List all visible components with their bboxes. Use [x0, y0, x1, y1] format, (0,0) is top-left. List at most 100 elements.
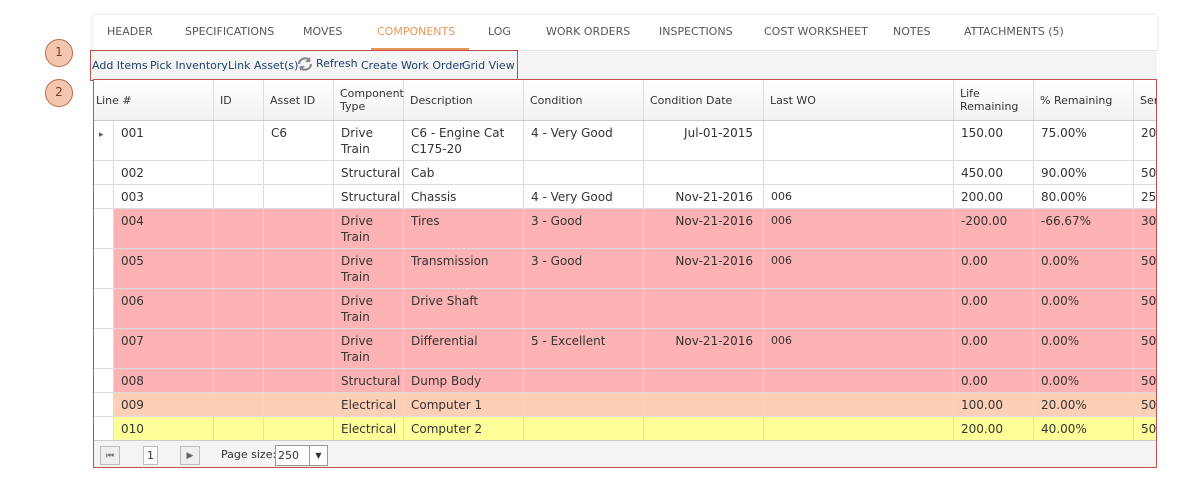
toolbar-button[interactable]: Grid View — [462, 59, 515, 72]
tab[interactable]: MOVES — [303, 25, 343, 38]
cell: 0.00% — [1034, 289, 1134, 328]
cell: Structural — [334, 369, 404, 392]
column-header[interactable]: Asset ID — [264, 80, 334, 120]
cell — [214, 417, 264, 440]
tab[interactable]: HEADER — [107, 25, 153, 38]
row: 004 Drive Train Tires 3 - Good Nov-21-2016 00… — [94, 209, 1156, 249]
cell — [264, 369, 334, 392]
cell: 150.00 — [954, 121, 1034, 160]
cell: Drive Train — [334, 249, 404, 288]
cell — [524, 417, 644, 440]
next-page-button[interactable]: ▶ — [180, 446, 200, 465]
cell — [214, 289, 264, 328]
cell: Chassis — [404, 185, 524, 208]
cell: 500.00 — [1134, 417, 1156, 440]
cell: Drive Train — [334, 209, 404, 248]
row: 005 Drive Train Transmission 3 - Good Nov-21… — [94, 249, 1156, 289]
toolbar-button[interactable]: Create Work Order — [361, 59, 464, 72]
cell — [214, 369, 264, 392]
cell: 006 — [764, 185, 954, 208]
toolbar — [90, 51, 1157, 79]
cell: 006 — [764, 329, 954, 368]
tab[interactable]: SPECIFICATIONS — [185, 25, 275, 38]
cell — [644, 289, 764, 328]
column-header[interactable]: % Remaining — [1034, 80, 1134, 120]
column-header[interactable]: ID — [214, 80, 264, 120]
cell — [264, 329, 334, 368]
page-size-value: 250 — [278, 449, 299, 462]
row-indicator — [94, 209, 114, 248]
page-size-select[interactable]: 250 ▼ — [275, 445, 328, 466]
cell — [214, 329, 264, 368]
tab[interactable]: ATTACHMENTS (5) — [964, 25, 1064, 38]
cell: 009 — [114, 393, 214, 416]
cell: Tires — [404, 209, 524, 248]
column-header[interactable]: Component Type — [334, 80, 404, 120]
tab[interactable]: COMPONENTS — [377, 25, 456, 38]
cell — [524, 369, 644, 392]
tab[interactable]: COST WORKSHEET — [764, 25, 868, 38]
cell: 005 — [114, 249, 214, 288]
tab[interactable]: INSPECTIONS — [659, 25, 733, 38]
cell: 200.00 — [954, 417, 1034, 440]
first-page-button[interactable]: ⏮ — [100, 446, 120, 465]
cell — [214, 393, 264, 416]
cell: Dump Body — [404, 369, 524, 392]
cell — [644, 369, 764, 392]
cell: Jul-01-2015 — [644, 121, 764, 160]
column-header[interactable]: Description — [404, 80, 524, 120]
tab[interactable]: NOTES — [893, 25, 931, 38]
cell — [524, 289, 644, 328]
column-header[interactable]: Service Usage — [1134, 80, 1156, 120]
cell: Nov-21-2016 — [644, 329, 764, 368]
callout: 2 — [45, 79, 73, 107]
column-header[interactable]: Condition — [524, 80, 644, 120]
cell: Drive Shaft — [404, 289, 524, 328]
cell: 5 - Excellent — [524, 329, 644, 368]
column-header[interactable]: Line # — [94, 80, 214, 120]
page-number[interactable]: 1 — [143, 446, 158, 465]
toolbar-button[interactable]: Link Asset(s) — [228, 59, 299, 72]
cell: 006 — [764, 209, 954, 248]
pager: ⏮ 1 ▶ Page size: 250 ▼ — [94, 440, 1156, 467]
toolbar-button[interactable]: Refresh — [316, 57, 358, 70]
cell: C6 — [264, 121, 334, 160]
row: 003 Structural Chassis 4 - Very Good Nov-21-… — [94, 185, 1156, 209]
row: ▸ 001 C6 Drive Train C6 - Engine Cat C175-20… — [94, 121, 1156, 161]
column-header[interactable]: Condition Date — [644, 80, 764, 120]
cell — [264, 161, 334, 184]
toolbar-button[interactable]: Pick Inventory — [150, 59, 228, 72]
row-indicator — [94, 329, 114, 368]
callout: 1 — [45, 39, 73, 67]
cell — [524, 393, 644, 416]
row-indicator — [94, 161, 114, 184]
cell: 80.00% — [1034, 185, 1134, 208]
cell — [644, 393, 764, 416]
cell: Structural — [334, 161, 404, 184]
cell: 002 — [114, 161, 214, 184]
cell — [214, 249, 264, 288]
toolbar-button[interactable]: Add Items — [92, 59, 148, 72]
cell: 4 - Very Good — [524, 185, 644, 208]
column-header[interactable]: Life Remaining — [954, 80, 1034, 120]
cell: 0.00 — [954, 329, 1034, 368]
header-border — [94, 120, 1156, 121]
row-indicator — [94, 393, 114, 416]
cell: C6 - Engine Cat C175-20 — [404, 121, 524, 160]
tab[interactable]: WORK ORDERS — [546, 25, 631, 38]
row-indicator — [94, 289, 114, 328]
cell — [264, 249, 334, 288]
cell: 450.00 — [954, 161, 1034, 184]
tab[interactable]: LOG — [488, 25, 511, 38]
cell — [764, 393, 954, 416]
cell: 008 — [114, 369, 214, 392]
cell: 0.00% — [1034, 249, 1134, 288]
cell: -66.67% — [1034, 209, 1134, 248]
cell: 006 — [764, 249, 954, 288]
cell — [264, 393, 334, 416]
dropdown-arrow: ▼ — [309, 446, 327, 465]
column-header[interactable]: Last WO — [764, 80, 954, 120]
cell — [214, 161, 264, 184]
cell — [264, 417, 334, 440]
